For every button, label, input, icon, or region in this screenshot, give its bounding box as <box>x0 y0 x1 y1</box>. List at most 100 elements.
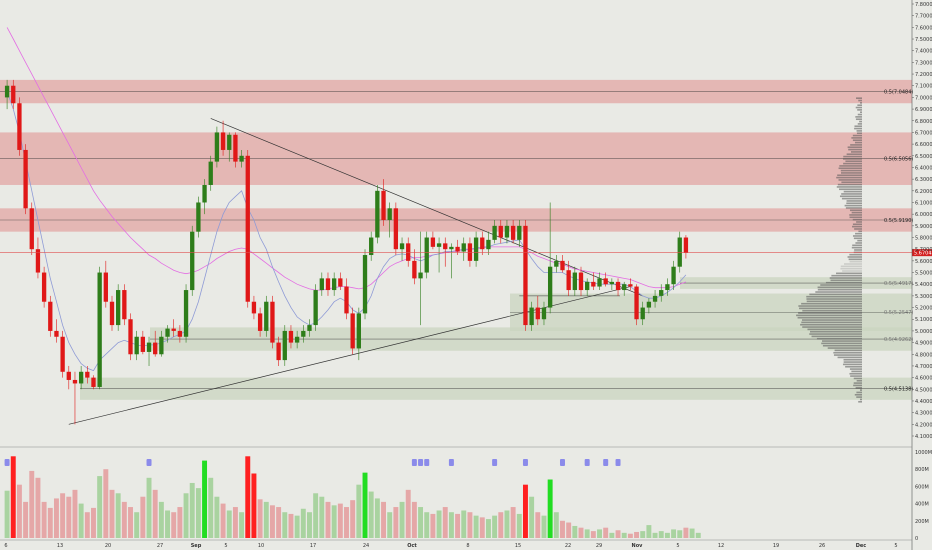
time-tick-label: 6 <box>4 543 7 549</box>
volume-bar <box>78 503 84 538</box>
price-tick-label: 4.9000 <box>915 341 932 347</box>
time-tick-label: 13 <box>57 543 63 549</box>
volume-bar <box>41 501 47 538</box>
profile-bar <box>816 337 862 340</box>
volume-bar <box>535 512 541 538</box>
profile-bar <box>857 109 862 111</box>
profile-bar <box>806 300 862 303</box>
zone-label: 0.5(6.5056) <box>884 157 913 163</box>
profile-bar <box>856 132 862 135</box>
profile-bar <box>840 169 862 172</box>
candle-body <box>331 278 337 291</box>
time-tick-label: 19 <box>773 543 779 549</box>
price-tick-label: 7.5000 <box>915 37 932 43</box>
price-axis[interactable]: 4.1000 4.2000 4.3000 4.4000 4.5000 4.6000 4.70… <box>911 0 932 550</box>
candle-body <box>393 208 399 250</box>
profile-bar <box>841 193 862 195</box>
candle-body <box>103 272 108 302</box>
time-axis[interactable]: 6 13 20 27 Sep 5 10 17 24 Oct 8 15 22 29 Nov 5 12 19 26 Dec… <box>0 539 912 549</box>
price-tick-label: 4.3000 <box>915 411 932 417</box>
candle-body <box>17 103 22 150</box>
candle-body <box>467 243 473 261</box>
candle-body <box>566 270 571 291</box>
profile-bar <box>809 333 862 335</box>
candle-body <box>153 342 158 355</box>
candle-body <box>671 266 676 285</box>
candle-body <box>492 225 497 240</box>
profile-bar <box>857 104 862 107</box>
zone-label: 0.5(5.2547) <box>884 310 913 316</box>
volume-bar <box>171 512 177 538</box>
profile-bar <box>799 307 862 310</box>
candle-body <box>473 237 479 261</box>
profile-bar <box>854 249 862 251</box>
volume-bar <box>510 507 516 538</box>
candle-body <box>294 336 300 343</box>
profile-bar <box>806 298 862 300</box>
profile-bar <box>852 225 862 228</box>
time-tick-label: Nov <box>632 543 644 549</box>
profile-bar <box>846 202 862 205</box>
candle-body <box>35 249 41 273</box>
price-tick-label: 6.2000 <box>915 189 932 195</box>
profile-bar <box>843 358 862 361</box>
profile-bar <box>852 244 862 247</box>
price-tick-label: 4.2000 <box>915 422 932 428</box>
profile-bar <box>857 113 862 116</box>
profile-bar <box>856 221 862 223</box>
volume-bar <box>368 491 374 538</box>
candle-body <box>659 290 664 296</box>
volume-bar <box>541 515 547 538</box>
time-tick-label: 22 <box>565 543 571 549</box>
profile-bar <box>858 99 862 102</box>
volume-bar <box>405 489 411 538</box>
signal-marker <box>603 459 609 466</box>
price-tick-label: 6.4000 <box>915 165 932 171</box>
volume-bar <box>325 501 331 538</box>
profile-bar <box>845 365 862 368</box>
candle-body <box>517 225 522 240</box>
candle-body <box>319 278 324 291</box>
volume-bar <box>158 501 164 538</box>
candle-body <box>430 237 436 247</box>
volume-bar <box>442 507 448 538</box>
price-tick-label: 5.5000 <box>915 271 932 277</box>
profile-bar <box>802 309 862 312</box>
zone-label: 0.5(4.9262) <box>884 337 913 343</box>
volume-bar <box>331 505 337 538</box>
profile-bar <box>860 102 862 104</box>
profile-bar <box>825 281 862 284</box>
volume-bar <box>448 512 454 538</box>
price-tick-label: 6.5000 <box>915 154 932 160</box>
profile-bar <box>822 344 862 347</box>
profile-bar <box>855 386 862 389</box>
profile-bar <box>839 195 862 198</box>
volume-bar <box>640 531 646 538</box>
profile-bar <box>821 342 862 345</box>
candle-body <box>122 290 127 320</box>
volume-bar <box>498 512 504 538</box>
price-tick-label: 6.1000 <box>915 200 932 206</box>
time-tick-label: Dec <box>856 543 867 549</box>
volume-bar <box>146 477 152 538</box>
volume-bar <box>393 507 399 538</box>
price-tick-label: 5.9000 <box>915 224 932 230</box>
candles-layer <box>4 79 689 425</box>
volume-bar <box>418 507 424 538</box>
volume-bar <box>578 527 584 538</box>
volume-bar <box>547 479 553 538</box>
candle-body <box>239 155 244 162</box>
profile-bar <box>843 155 862 158</box>
price-tick-label: 6.9000 <box>915 107 932 113</box>
time-tick-label: 29 <box>596 543 602 549</box>
profile-bar <box>850 151 862 153</box>
profile-bar <box>831 274 862 277</box>
price-tick-label: 5.1000 <box>915 317 932 323</box>
profile-bar <box>847 256 862 258</box>
volume-bar <box>208 477 214 538</box>
volume-bar <box>91 507 96 538</box>
profile-bar <box>841 197 862 200</box>
profile-bar <box>856 391 862 394</box>
candle-body <box>245 155 250 302</box>
